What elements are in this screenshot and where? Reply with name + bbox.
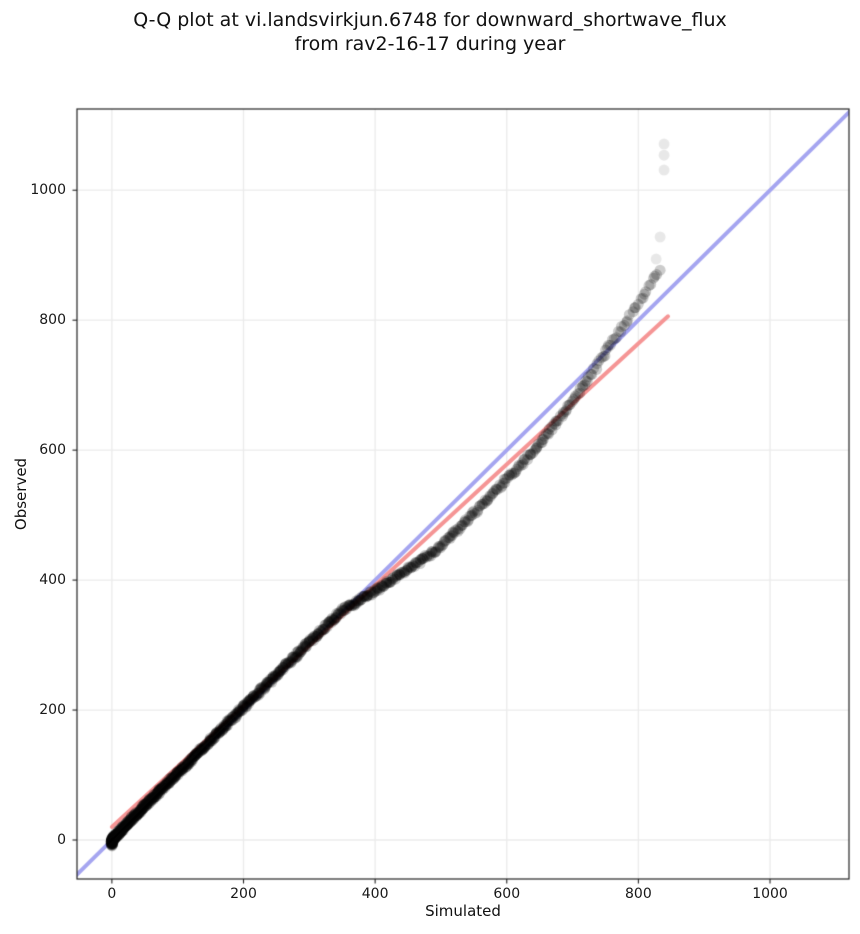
x-tick-label: 800 — [625, 886, 652, 902]
y-tick-label: 800 — [39, 312, 66, 329]
x-axis-label: Simulated — [425, 902, 501, 920]
x-tick-label: 0 — [107, 886, 117, 902]
y-tick-label: 1000 — [30, 182, 66, 199]
y-tick-label: 600 — [39, 442, 66, 459]
y-tick-label: 0 — [57, 832, 66, 848]
y-tick-label: 400 — [39, 572, 66, 589]
x-tick-label: 200 — [230, 886, 257, 902]
y-axis-label: Observed — [12, 457, 30, 531]
x-tick-label: 1000 — [752, 886, 788, 902]
y-tick-label: 200 — [39, 702, 66, 719]
x-tick-label: 400 — [361, 886, 389, 902]
x-tick-label: 600 — [493, 886, 521, 902]
